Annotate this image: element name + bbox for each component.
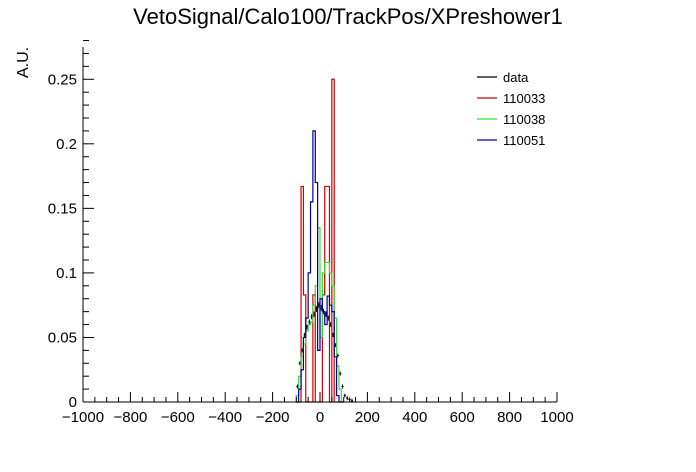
y-tick-label: 0.05 — [48, 329, 77, 346]
x-tick-label: 400 — [402, 409, 427, 426]
x-tick-label: −400 — [208, 409, 242, 426]
x-tick-label: 0 — [316, 409, 324, 426]
x-tick-label: 600 — [450, 409, 475, 426]
series-layer — [295, 78, 354, 403]
x-tick-label: 800 — [497, 409, 522, 426]
axes-layer: −1000 −800 −600 −400 −200 0 200 400 600 800 1000 0 0… — [48, 40, 574, 426]
legend-label-110038: 110038 — [503, 112, 545, 127]
x-tick-label: −800 — [114, 409, 148, 426]
legend: data 110033 110038 110051 — [477, 70, 545, 148]
y-tick-label: 0.1 — [56, 265, 77, 282]
y-tick-label: 0.2 — [56, 136, 77, 153]
chart-title: VetoSignal/Calo100/TrackPos/XPreshower1 — [133, 4, 563, 29]
legend-label-data: data — [503, 70, 529, 85]
x-tick-label: −1000 — [62, 409, 104, 426]
y-tick-label: 0.15 — [48, 200, 77, 217]
legend-label-110051: 110051 — [503, 133, 545, 148]
y-axis-label: A.U. — [15, 47, 32, 78]
x-tick-label: 200 — [355, 409, 380, 426]
series-110051-step — [296, 130, 344, 403]
legend-label-110033: 110033 — [503, 91, 545, 106]
y-tick-label: 0.25 — [48, 71, 77, 88]
x-tick-label: −600 — [161, 409, 195, 426]
y-tick-label: 0 — [69, 394, 77, 411]
x-tick-label: 1000 — [540, 409, 573, 426]
x-tick-label: −200 — [256, 409, 290, 426]
